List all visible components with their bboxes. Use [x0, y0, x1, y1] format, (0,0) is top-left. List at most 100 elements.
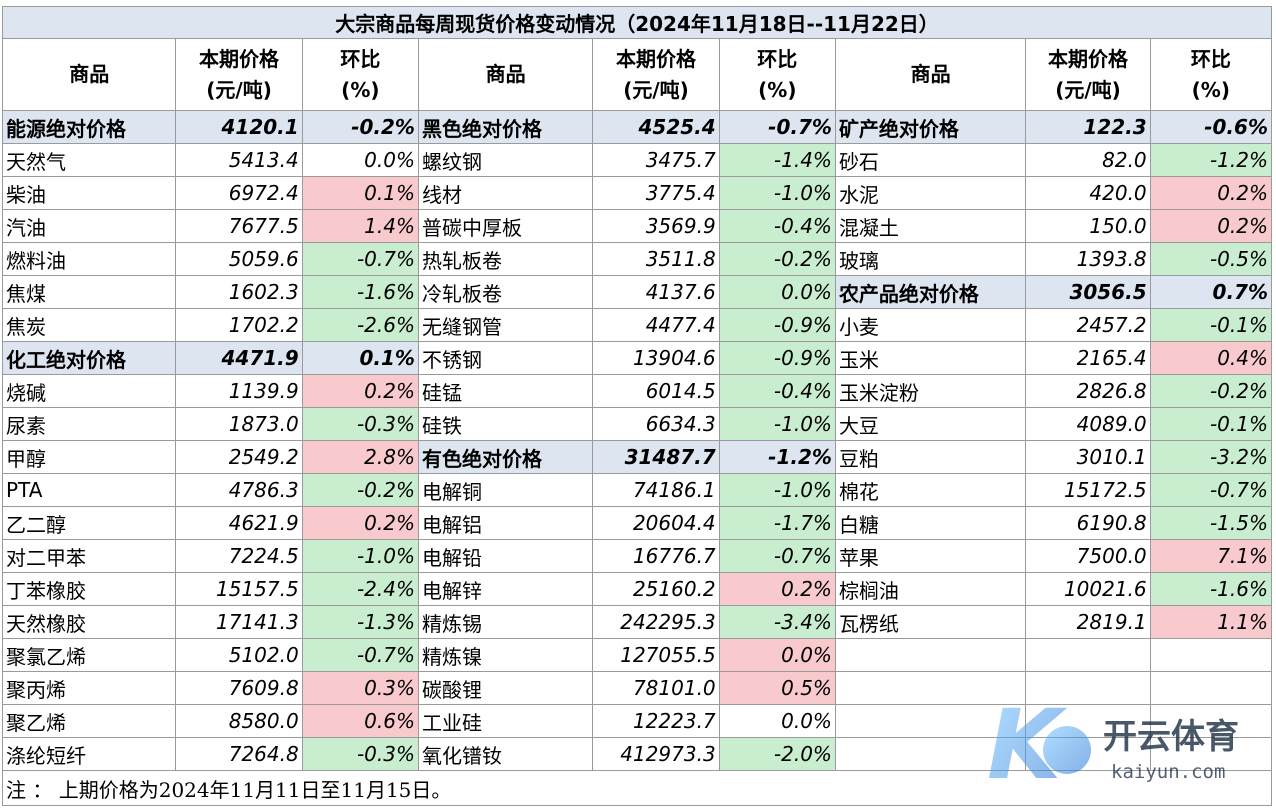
price-value: 4471.9	[175, 341, 303, 375]
commodity-name: 玉米	[834, 341, 1027, 375]
change-value: -0.2%	[301, 473, 419, 507]
header-change-line2: (%)	[341, 77, 380, 102]
table-row: PTA 4786.3 -0.2% 电解铜 74186.1 -1.0% 棉花 15172.5 -0…	[1, 473, 1273, 507]
category-name: 黑色绝对价格	[417, 110, 594, 144]
price-value: 4621.9	[175, 506, 303, 540]
header-price-line1: 本期价格	[1048, 46, 1129, 71]
change-value: 0.2%	[718, 572, 836, 606]
table-row: 汽油 7677.5 1.4% 普碳中厚板 3569.9 -0.4% 混凝土 150.0 0.2%	[1, 209, 1273, 243]
commodity-name: 聚丙烯	[1, 671, 177, 705]
change-value: -1.7%	[718, 506, 836, 540]
commodity-name: 甲醇	[1, 440, 177, 474]
price-value: 17141.3	[175, 605, 303, 639]
price-value: 2165.4	[1025, 341, 1151, 375]
commodity-name: 天然气	[1, 143, 177, 177]
price-value: 122.3	[1025, 110, 1151, 144]
price-value: 7264.8	[175, 737, 303, 771]
commodity-name	[834, 704, 1027, 738]
change-value: -0.7%	[1149, 473, 1273, 507]
column-header-name: 商品	[834, 38, 1027, 111]
table-row: 涤纶短纤 7264.8 -0.3% 氧化镨钕 412973.3 -2.0%	[1, 737, 1273, 771]
commodity-name: 混凝土	[834, 209, 1027, 243]
commodity-name: 砂石	[834, 143, 1027, 177]
price-value: 7677.5	[175, 209, 303, 243]
price-value: 6634.3	[592, 407, 720, 441]
header-price-line2: (元/吨)	[206, 77, 272, 102]
price-value: 7224.5	[175, 539, 303, 573]
price-value: 150.0	[1025, 209, 1151, 243]
commodity-name: 柴油	[1, 176, 177, 210]
change-value: -0.7%	[718, 110, 836, 144]
price-value: 242295.3	[592, 605, 720, 639]
header-change-line2: (%)	[758, 77, 797, 102]
change-value: -0.2%	[1149, 374, 1273, 408]
price-value: 1602.3	[175, 275, 303, 309]
table-row: 化工绝对价格 4471.9 0.1% 不锈钢 13904.6 -0.9% 玉米 2165.4 0…	[1, 341, 1273, 375]
change-value: -0.5%	[1149, 242, 1273, 276]
change-value: -0.7%	[301, 242, 419, 276]
table-row: 焦炭 1702.2 -2.6% 无缝钢管 4477.4 -0.9% 小麦 2457.2 -0.1…	[1, 308, 1273, 342]
change-value: 0.2%	[1149, 209, 1273, 243]
price-value: 5102.0	[175, 638, 303, 672]
commodity-name	[834, 737, 1027, 771]
commodity-name	[834, 638, 1027, 672]
price-value: 3775.4	[592, 176, 720, 210]
commodity-name: 烧碱	[1, 374, 177, 408]
header-change-line1: 环比	[340, 46, 381, 71]
change-value: -1.6%	[1149, 572, 1273, 606]
change-value: -1.5%	[1149, 506, 1273, 540]
price-value: 15172.5	[1025, 473, 1151, 507]
price-value	[1025, 638, 1151, 672]
price-value: 1873.0	[175, 407, 303, 441]
price-value: 4089.0	[1025, 407, 1151, 441]
header-price-line2: (元/吨)	[623, 77, 689, 102]
column-header-price: 本期价格 (元/吨)	[1025, 38, 1151, 111]
commodity-name: 尿素	[1, 407, 177, 441]
table-row: 尿素 1873.0 -0.3% 硅铁 6634.3 -1.0% 大豆 4089.0 -0.1%	[1, 407, 1273, 441]
price-value: 3056.5	[1025, 275, 1151, 309]
change-value: 0.1%	[301, 341, 419, 375]
change-value: 0.0%	[718, 275, 836, 309]
change-value: 0.4%	[1149, 341, 1273, 375]
header-price-line1: 本期价格	[616, 46, 697, 71]
column-header-change: 环比 (%)	[718, 38, 836, 111]
change-value: -3.2%	[1149, 440, 1273, 474]
commodity-name: 燃料油	[1, 242, 177, 276]
price-value: 127055.5	[592, 638, 720, 672]
commodity-name: 电解锌	[417, 572, 594, 606]
price-value: 6190.8	[1025, 506, 1151, 540]
change-value: 0.2%	[301, 506, 419, 540]
table-row: 聚丙烯 7609.8 0.3% 碳酸锂 78101.0 0.5%	[1, 671, 1273, 705]
header-change-line1: 环比	[757, 46, 798, 71]
price-value: 31487.7	[592, 440, 720, 474]
change-value: 0.0%	[718, 638, 836, 672]
price-value: 25160.2	[592, 572, 720, 606]
price-value: 4525.4	[592, 110, 720, 144]
table-row: 天然橡胶 17141.3 -1.3% 精炼锡 242295.3 -3.4% 瓦楞纸 2819.…	[1, 605, 1273, 639]
change-value	[1149, 671, 1273, 705]
change-value: 0.0%	[301, 143, 419, 177]
commodity-name: 硅锰	[417, 374, 594, 408]
price-value: 7609.8	[175, 671, 303, 705]
change-value: -0.2%	[301, 110, 419, 144]
commodity-name: 豆粕	[834, 440, 1027, 474]
commodity-name: 螺纹钢	[417, 143, 594, 177]
change-value: -0.2%	[718, 242, 836, 276]
price-value: 20604.4	[592, 506, 720, 540]
price-table: 大宗商品每周现货价格变动情况（2024年11月18日--11月22日） 商品 本期…	[1, 6, 1273, 806]
commodity-name: 棉花	[834, 473, 1027, 507]
change-value: 0.5%	[718, 671, 836, 705]
price-value: 16776.7	[592, 539, 720, 573]
change-value: 2.8%	[301, 440, 419, 474]
commodity-name: 乙二醇	[1, 506, 177, 540]
category-name: 农产品绝对价格	[834, 275, 1027, 309]
change-value: -0.3%	[301, 407, 419, 441]
change-value: -1.4%	[718, 143, 836, 177]
change-value: -0.4%	[718, 209, 836, 243]
change-value: -1.2%	[718, 440, 836, 474]
table-row: 甲醇 2549.2 2.8% 有色绝对价格 31487.7 -1.2% 豆粕 3010.1 -3…	[1, 440, 1273, 474]
commodity-name: 涤纶短纤	[1, 737, 177, 771]
commodity-name: 聚乙烯	[1, 704, 177, 738]
price-value: 82.0	[1025, 143, 1151, 177]
table-row: 对二甲苯 7224.5 -1.0% 电解铅 16776.7 -0.7% 苹果 7500.0 7.…	[1, 539, 1273, 573]
